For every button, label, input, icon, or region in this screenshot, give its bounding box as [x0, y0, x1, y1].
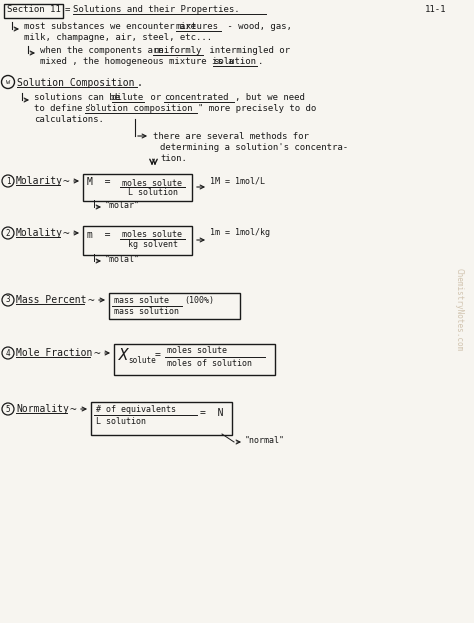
Text: (100%): (100%) [184, 296, 214, 305]
Text: "molar": "molar" [105, 201, 140, 210]
Text: when the components are: when the components are [40, 46, 169, 55]
Text: mass solute: mass solute [114, 296, 169, 305]
Text: 1m = 1mol/kg: 1m = 1mol/kg [210, 228, 270, 237]
Text: w: w [6, 79, 10, 85]
Text: Molarity: Molarity [16, 176, 63, 186]
Text: Mole Fraction: Mole Fraction [16, 348, 92, 358]
Text: ~: ~ [88, 296, 95, 306]
Text: milk, champagne, air, steel, etc...: milk, champagne, air, steel, etc... [24, 33, 212, 42]
Text: Solution Composition: Solution Composition [17, 78, 135, 88]
Text: calculations.: calculations. [34, 115, 104, 124]
Text: =: = [65, 5, 70, 14]
FancyBboxPatch shape [83, 226, 192, 255]
Text: Normality: Normality [16, 404, 69, 414]
Text: ~: ~ [63, 229, 70, 239]
Text: to define ": to define " [34, 104, 93, 113]
Text: determining a solution's concentra-: determining a solution's concentra- [160, 143, 348, 152]
Text: , but we need: , but we need [235, 93, 305, 102]
Text: uniformly: uniformly [153, 46, 201, 55]
Text: .: . [137, 78, 143, 88]
Text: ~: ~ [94, 349, 101, 359]
Text: M  =: M = [87, 177, 110, 187]
FancyBboxPatch shape [109, 293, 240, 318]
Text: kg solvent: kg solvent [128, 240, 178, 249]
FancyBboxPatch shape [83, 173, 192, 201]
Text: m  =: m = [87, 230, 110, 240]
Text: 4: 4 [6, 348, 10, 358]
Text: ~: ~ [63, 177, 70, 187]
Text: mass solution: mass solution [114, 307, 179, 316]
Text: solute: solute [128, 356, 156, 365]
Text: =  N: = N [200, 408, 224, 418]
Text: moles solute: moles solute [167, 346, 227, 355]
Text: 3: 3 [6, 295, 10, 305]
Text: =: = [155, 350, 161, 360]
Text: .: . [258, 57, 264, 66]
Text: ChemistryNotes.com: ChemistryNotes.com [455, 269, 464, 351]
Text: "molal": "molal" [105, 255, 140, 264]
Text: solutions can be: solutions can be [34, 93, 126, 102]
Text: - wood, gas,: - wood, gas, [222, 22, 292, 31]
Text: moles solute: moles solute [122, 230, 182, 239]
Text: 5: 5 [6, 404, 10, 414]
Text: L solution: L solution [128, 188, 178, 197]
Text: ~: ~ [70, 405, 77, 415]
Text: 11-1: 11-1 [425, 5, 447, 14]
Text: Solutions and their Properties.: Solutions and their Properties. [73, 5, 240, 14]
FancyBboxPatch shape [115, 343, 275, 374]
Text: L solution: L solution [96, 417, 146, 426]
Text: 2: 2 [6, 229, 10, 237]
FancyBboxPatch shape [91, 401, 233, 434]
Text: moles solute: moles solute [122, 179, 182, 188]
Text: 1M = 1mol/L: 1M = 1mol/L [210, 176, 265, 185]
Text: dilute: dilute [112, 93, 144, 102]
Text: Molality: Molality [16, 228, 63, 238]
Text: solution composition: solution composition [85, 104, 192, 113]
Text: 1: 1 [6, 176, 10, 186]
Text: there are several methods for: there are several methods for [153, 132, 309, 141]
Text: solution: solution [213, 57, 256, 66]
Text: intermingled or: intermingled or [204, 46, 290, 55]
Text: tion.: tion. [160, 154, 187, 163]
Text: "normal": "normal" [245, 436, 285, 445]
Text: X: X [119, 348, 128, 363]
Text: Mass Percent: Mass Percent [16, 295, 86, 305]
Text: " more precisely to do: " more precisely to do [198, 104, 316, 113]
Text: mixtures: mixtures [176, 22, 219, 31]
FancyBboxPatch shape [4, 4, 64, 17]
Text: Section 11: Section 11 [7, 5, 61, 14]
Text: mixed , the homogeneous mixture is a: mixed , the homogeneous mixture is a [40, 57, 239, 66]
Text: or: or [145, 93, 166, 102]
Text: # of equivalents: # of equivalents [96, 405, 176, 414]
Text: concentrated: concentrated [164, 93, 228, 102]
Text: moles of solution: moles of solution [167, 359, 252, 368]
Text: most substances we encounter are: most substances we encounter are [24, 22, 201, 31]
